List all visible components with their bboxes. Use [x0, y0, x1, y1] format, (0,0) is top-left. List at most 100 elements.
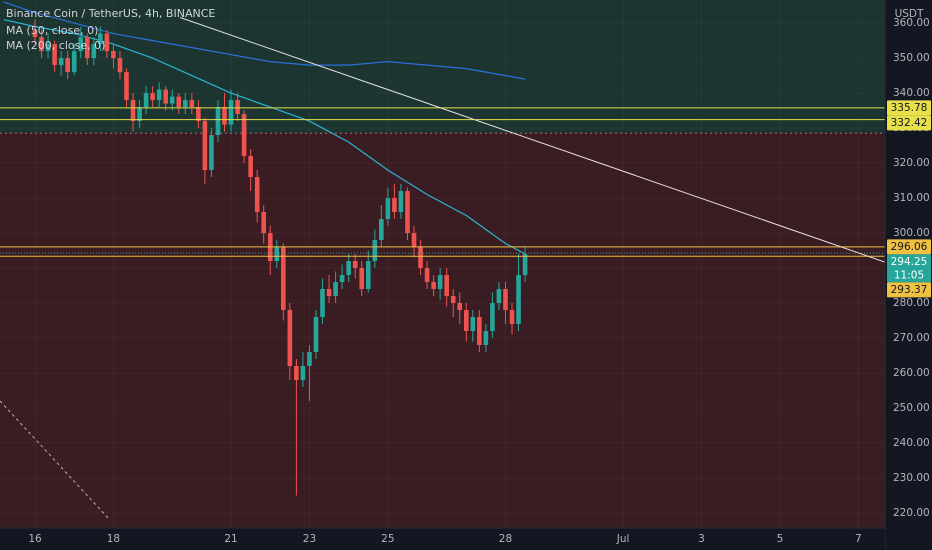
x-tick-label: Jul	[616, 533, 630, 545]
candle-body	[352, 261, 358, 269]
trend-line	[0, 400, 111, 521]
candle-body	[450, 296, 456, 304]
candle-body	[261, 212, 267, 234]
y-tick-label: 350.00	[893, 52, 930, 64]
candle-body	[124, 72, 129, 101]
grid-layer	[0, 0, 885, 528]
candle-body	[163, 89, 168, 104]
candle-body	[248, 156, 253, 178]
candle-body	[516, 275, 521, 325]
candle-body	[346, 261, 351, 276]
ma-line	[3, 1, 526, 80]
candle-body	[52, 44, 57, 66]
candle-body	[372, 240, 378, 262]
candle-body	[418, 247, 423, 269]
chart-title: Binance Coin / TetherUS, 4h, BINANCE	[6, 7, 215, 20]
last-price-tag	[887, 254, 931, 283]
candle-body	[98, 33, 103, 45]
candle-body	[503, 289, 508, 311]
candle-body	[424, 268, 430, 283]
labels-layer: MA (50, close, 0) MA (200, close, 0) 335.7…	[6, 24, 931, 298]
y-tick-label: 360.00	[893, 17, 930, 29]
y-tick-label: 230.00	[893, 472, 930, 484]
candle-body	[333, 282, 338, 297]
candle-body	[405, 191, 410, 234]
legend-entry: MA (200, close, 0)	[6, 39, 105, 52]
candle-body	[379, 219, 384, 241]
level-label: 332.42	[891, 117, 928, 129]
x-tick-label: 18	[107, 533, 120, 545]
candle-body	[509, 310, 515, 325]
candle-body	[411, 233, 417, 248]
y-tick-label: 300.00	[893, 227, 930, 239]
candle-body	[437, 275, 443, 290]
candle-body	[457, 303, 463, 311]
x-tick-label: 28	[499, 533, 512, 545]
candle-body	[215, 107, 221, 136]
y-tick-label: 260.00	[893, 367, 930, 379]
currency-label: USDT	[895, 8, 924, 20]
candle-body	[189, 100, 195, 108]
y-tick-label: 250.00	[893, 402, 930, 414]
countdown-label: 11:05	[894, 269, 924, 281]
level-tag	[887, 282, 931, 298]
level-label: 335.78	[891, 102, 928, 114]
level-tag	[887, 115, 931, 131]
candle-body	[339, 275, 345, 283]
trend-line	[179, 17, 885, 263]
level-label: 293.37	[891, 284, 928, 296]
candle-body	[254, 177, 260, 213]
level-tag	[887, 239, 931, 255]
lower-zone	[0, 133, 885, 528]
candle-body	[169, 96, 175, 104]
candle-body	[385, 198, 391, 220]
candle-body	[313, 317, 319, 352]
candle-body	[320, 289, 325, 318]
candle-body	[235, 100, 240, 115]
overlay-layer	[0, 17, 885, 521]
candle-body	[58, 58, 64, 66]
x-tick-label: 5	[777, 533, 784, 545]
candle-body	[156, 89, 162, 101]
candle-body	[281, 247, 286, 311]
candle-body	[241, 114, 247, 157]
candle-body	[182, 100, 188, 108]
x-tick-label: 25	[381, 533, 394, 545]
candles-layer	[32, 19, 528, 496]
y-tick-label: 310.00	[893, 192, 930, 204]
x-tick-label: 7	[855, 533, 862, 545]
candle-body	[365, 261, 371, 290]
x-tick-label: 3	[698, 533, 705, 545]
candle-body	[463, 310, 469, 332]
candle-body	[65, 58, 70, 73]
candle-body	[300, 365, 306, 380]
candle-body	[392, 198, 397, 213]
level-label: 296.06	[891, 241, 928, 253]
y-tick-label: 220.00	[893, 507, 930, 519]
candle-body	[470, 317, 476, 332]
candle-body	[130, 100, 136, 122]
y-tick-label: 280.00	[893, 297, 930, 309]
x-tick-label: 23	[303, 533, 316, 545]
candle-body	[117, 58, 123, 73]
candle-body	[477, 317, 482, 346]
candle-body	[359, 268, 365, 290]
legend-entry: MA (50, close, 0)	[6, 24, 98, 37]
candle-body	[202, 121, 208, 171]
candle-body	[222, 107, 227, 125]
candle-body	[196, 107, 201, 122]
candle-body	[490, 303, 495, 332]
candle-body	[274, 247, 280, 262]
candle-body	[111, 51, 116, 59]
y-tick-label: 340.00	[893, 87, 930, 99]
candle-body	[71, 51, 77, 73]
x-tick-label: 16	[28, 533, 42, 545]
x-tick-label: 21	[224, 533, 237, 545]
candle-body	[39, 37, 44, 52]
candle-body	[32, 30, 38, 38]
candle-body	[398, 191, 404, 213]
candle-body	[45, 44, 51, 52]
candle-body	[209, 135, 214, 171]
candle-body	[176, 96, 182, 108]
